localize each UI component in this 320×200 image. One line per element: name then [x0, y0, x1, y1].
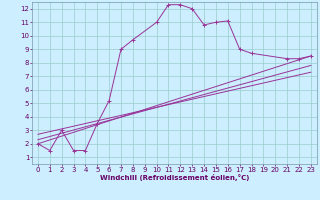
X-axis label: Windchill (Refroidissement éolien,°C): Windchill (Refroidissement éolien,°C) — [100, 174, 249, 181]
